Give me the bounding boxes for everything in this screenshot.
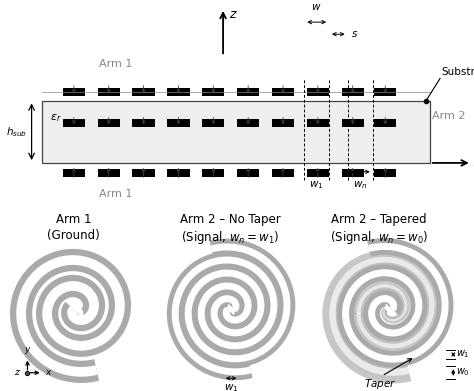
Bar	[132, 119, 155, 127]
Bar	[237, 119, 259, 127]
Text: $w_n$: $w_n$	[353, 179, 367, 191]
Bar	[202, 88, 225, 96]
Text: $w_1$: $w_1$	[456, 349, 470, 361]
Bar	[132, 169, 155, 177]
Bar	[167, 169, 190, 177]
Text: $z$: $z$	[14, 368, 20, 377]
Text: $w$: $w$	[311, 2, 322, 12]
Bar	[272, 169, 294, 177]
Text: (Signal, $w_n = w_0$): (Signal, $w_n = w_0$)	[330, 229, 428, 246]
Text: $\varepsilon_r$: $\varepsilon_r$	[50, 112, 62, 124]
Bar	[98, 88, 120, 96]
Bar	[98, 169, 120, 177]
Bar	[167, 88, 190, 96]
Bar	[63, 169, 85, 177]
Text: $x$: $x$	[473, 156, 474, 169]
Text: $y$: $y$	[24, 344, 31, 355]
Text: $w_1$: $w_1$	[224, 382, 238, 391]
Bar	[237, 169, 259, 177]
Text: $Taper$: $Taper$	[364, 377, 396, 391]
Text: Substrate: Substrate	[441, 67, 474, 77]
Text: $w_0$: $w_0$	[456, 367, 470, 378]
Bar	[63, 88, 85, 96]
Bar	[237, 88, 259, 96]
Bar	[307, 88, 329, 96]
Bar	[272, 88, 294, 96]
Bar	[342, 119, 364, 127]
Text: Arm 1: Arm 1	[56, 213, 91, 226]
Text: (Signal, $w_n = w_1$): (Signal, $w_n = w_1$)	[181, 229, 279, 246]
Text: $s$: $s$	[351, 29, 358, 39]
Bar	[132, 88, 155, 96]
Bar	[63, 119, 85, 127]
Text: Arm 2: Arm 2	[432, 111, 465, 121]
Text: Arm 2 – No Taper: Arm 2 – No Taper	[180, 213, 280, 226]
Bar	[307, 119, 329, 127]
Text: $w_1$: $w_1$	[310, 179, 324, 191]
Bar	[307, 169, 329, 177]
Text: (Ground): (Ground)	[47, 229, 100, 242]
Text: $x$: $x$	[45, 368, 52, 377]
Bar	[342, 88, 364, 96]
Bar	[342, 169, 364, 177]
Bar	[374, 119, 396, 127]
Text: Arm 1: Arm 1	[100, 189, 133, 199]
Bar	[42, 100, 430, 163]
Text: Arm 1: Arm 1	[100, 59, 133, 69]
Bar	[374, 88, 396, 96]
Bar	[202, 119, 225, 127]
Text: $z$: $z$	[228, 8, 237, 21]
Bar	[374, 169, 396, 177]
Bar	[202, 169, 225, 177]
Text: $h_{sub}$: $h_{sub}$	[6, 125, 27, 139]
Bar	[98, 119, 120, 127]
Bar	[272, 119, 294, 127]
Text: Arm 2 – Tapered: Arm 2 – Tapered	[331, 213, 427, 226]
Bar	[167, 119, 190, 127]
